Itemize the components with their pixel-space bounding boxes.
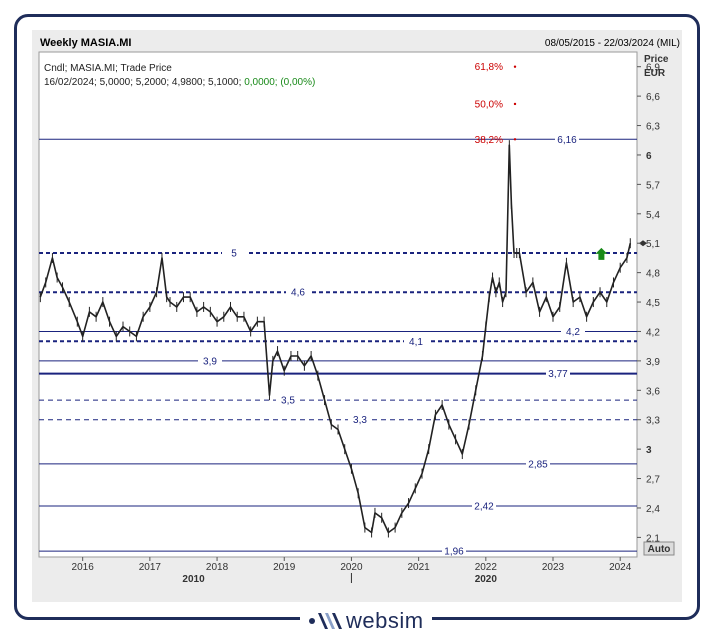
price-chart: Weekly MASIA.MI 08/05/2015 - 22/03/2024 …	[38, 37, 680, 585]
currency-axis-label: EUR	[644, 68, 666, 79]
level-label-3: 4,1	[409, 337, 423, 348]
level-label-bg-8	[526, 457, 550, 469]
level-label-bg-0	[222, 247, 246, 259]
legend-line-1: Cndl; MASIA.MI; Trade Price	[44, 63, 172, 74]
y-tick-label-6: 3,9	[646, 357, 660, 368]
x-tick-label-4: 2020	[340, 562, 363, 573]
x-tick-label-0: 2016	[72, 562, 95, 573]
websim-logo-icon	[309, 612, 342, 629]
websim-logo-text: websim	[346, 607, 424, 633]
level-labels: 5 4,6 4,2 4,1 3,9 3,77 3,5 3,3 2,85 2,42 1,96 6,16	[198, 133, 585, 558]
fib-label-2: 38,2%	[475, 135, 503, 146]
level-label-bg-3	[404, 335, 428, 347]
y-tick-label-15: 6,6	[646, 92, 660, 103]
up-arrow-icon	[595, 247, 608, 260]
y-tick-label-14: 6,3	[646, 122, 660, 133]
level-label-10: 1,96	[444, 547, 464, 558]
y-tick-label-13: 6	[646, 151, 652, 162]
current-price-marker	[639, 240, 647, 247]
level-label-bg-5	[546, 367, 570, 379]
y-tick-label-4: 3,3	[646, 416, 660, 427]
x-tick-label-6: 2022	[475, 562, 498, 573]
x-tick-label-3: 2019	[273, 562, 296, 573]
decade-label-0: 2010	[182, 574, 205, 585]
y-tick-label-0: 2,1	[646, 533, 660, 544]
level-label-bg-2	[561, 325, 585, 337]
fib-marker-2	[513, 138, 517, 141]
level-label-bg-4	[198, 354, 222, 366]
fibonacci-labels: 61,8% 50,0% 38,2%	[475, 62, 517, 146]
y-tick-label-10: 5,1	[646, 239, 660, 250]
level-label-11: 6,16	[557, 135, 577, 146]
x-tick-label-8: 2024	[609, 562, 632, 573]
x-axis: 2016 2017 2018 2019 2020 2021 2022 2023 2024 2010…	[39, 556, 637, 585]
auto-button-label[interactable]: Auto	[648, 544, 671, 555]
y-tick-label-11: 5,4	[646, 210, 660, 221]
x-tick-label-2: 2018	[206, 562, 229, 573]
x-tick-label-1: 2017	[139, 562, 162, 573]
date-range: 08/05/2015 - 22/03/2024 (MIL)	[545, 38, 680, 49]
level-label-2: 4,2	[566, 327, 580, 338]
y-tick-label-16: 6,9	[646, 63, 660, 74]
level-label-5: 3,77	[548, 369, 568, 380]
level-label-4: 3,9	[203, 356, 217, 367]
level-label-8: 2,85	[528, 459, 548, 470]
price-series	[39, 140, 647, 538]
chart-panel: Weekly MASIA.MI 08/05/2015 - 22/03/2024 …	[32, 30, 682, 602]
level-lines	[39, 138, 637, 552]
y-axis: 2,1 2,4 2,7 3 3,3 3,6 3,9 4,2 4,5 4,8 5,1 5,4 5,7 6 6,…	[637, 63, 660, 544]
fib-marker-1	[513, 102, 517, 106]
level-label-bg-11	[555, 133, 579, 145]
x-tick-label-7: 2023	[542, 562, 565, 573]
y-tick-label-3: 3	[646, 445, 652, 456]
level-label-bg-10	[442, 545, 466, 557]
y-tick-label-9: 4,8	[646, 269, 660, 280]
websim-logo: websim	[300, 606, 432, 635]
decade-label-1: 2020	[475, 574, 498, 585]
level-label-bg-1	[286, 286, 310, 298]
y-tick-label-7: 4,2	[646, 327, 660, 338]
level-label-7: 3,3	[353, 415, 367, 426]
y-tick-label-8: 4,5	[646, 298, 660, 309]
y-tick-label-2: 2,7	[646, 475, 660, 486]
level-label-6: 3,5	[281, 396, 295, 407]
fib-marker-0	[513, 65, 517, 68]
level-label-bg-7	[348, 413, 372, 425]
auto-button[interactable]: Auto	[643, 541, 675, 556]
legend-line-2: 16/02/2024; 5,0000; 5,2000; 4,9800; 5,10…	[44, 77, 315, 88]
footer: websim	[0, 606, 716, 635]
y-tick-label-5: 3,6	[646, 386, 660, 397]
fib-label-1: 50,0%	[475, 99, 503, 110]
legend-change: 0,0000; (0,00%)	[244, 77, 315, 88]
price-axis-label: Price	[644, 54, 669, 65]
fib-label-0: 61,8%	[475, 62, 503, 73]
level-label-bg-9	[472, 500, 496, 512]
legend-values: 16/02/2024; 5,0000; 5,2000; 4,9800; 5,10…	[44, 77, 241, 88]
level-label-9: 2,42	[474, 502, 494, 513]
level-label-bg-6	[276, 394, 300, 406]
x-tick-label-5: 2021	[408, 562, 431, 573]
plot-area[interactable]	[38, 51, 638, 558]
level-label-1: 4,6	[291, 288, 305, 299]
y-tick-label-12: 5,7	[646, 180, 660, 191]
level-label-0: 5	[231, 249, 237, 260]
chart-title: Weekly MASIA.MI	[40, 37, 132, 49]
y-tick-label-1: 2,4	[646, 504, 660, 515]
